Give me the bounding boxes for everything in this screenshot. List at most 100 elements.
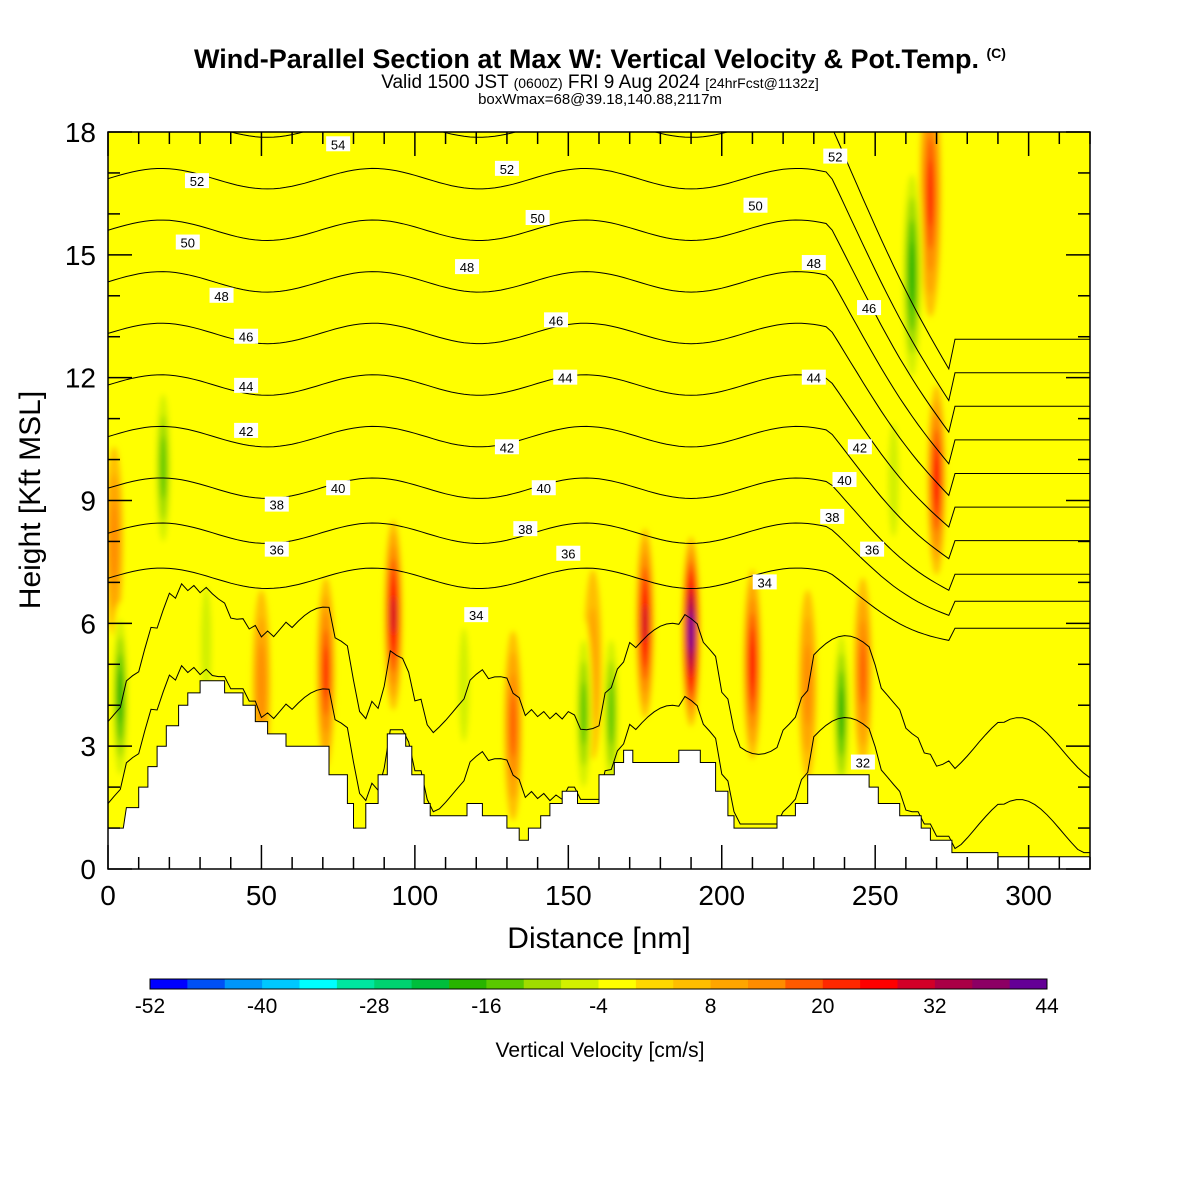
theta-label-bg: [743, 197, 768, 213]
y-tick-label: 0: [80, 854, 96, 885]
velocity-contour: [642, 604, 649, 643]
updraft-core: [504, 630, 523, 821]
theta-label: 38: [513, 521, 538, 537]
colorbar-swatch: [598, 979, 637, 989]
x-tick-label: 0: [100, 880, 116, 911]
velocity-contour: [859, 640, 866, 705]
theta-contour-line: [108, 167, 1090, 402]
theta-label-text: 44: [558, 371, 572, 386]
theta-label: 34: [464, 607, 489, 623]
colorbar-label: Vertical Velocity [cm/s]: [496, 1039, 705, 1062]
theta-label-bg: [544, 312, 569, 328]
theta-label: 52: [823, 148, 848, 165]
y-tick-label: 12: [65, 363, 96, 394]
colorbar-swatch: [523, 979, 562, 989]
theta-label: 44: [801, 369, 826, 386]
theta-label-bg: [494, 439, 519, 455]
colorbar-swatch: [449, 979, 487, 989]
theta-contour-line: [108, 271, 1090, 465]
colorbar-swatch: [673, 979, 712, 989]
theta-label-bg: [823, 148, 848, 164]
theta-label-bg: [175, 234, 200, 250]
velocity-contour: [322, 646, 329, 699]
theta-label: 46: [234, 328, 259, 345]
colorbar-swatch: [299, 979, 338, 989]
theta-label-text: 54: [331, 137, 345, 152]
theta-contours: [108, 132, 1090, 854]
theta-label-bg: [857, 300, 882, 316]
downdraft-core: [832, 618, 851, 809]
theta-contour-line: [108, 322, 1090, 497]
theta-label-text: 42: [239, 424, 253, 439]
x-tick-label: 250: [852, 880, 899, 911]
colorbar-swatch: [411, 979, 450, 989]
theta-label-bg: [832, 472, 857, 488]
valid-time-line: Valid 1500 JST (0600Z) FRI 9 Aug 2024 [2…: [0, 73, 1200, 93]
theta-contour-line: [108, 425, 1090, 560]
theta-label: 40: [832, 472, 857, 488]
valid-time-utc: (0600Z): [513, 75, 563, 91]
theta-label: 44: [553, 369, 578, 386]
downdraft-core: [111, 602, 130, 793]
colorbar-swatch: [635, 979, 674, 989]
theta-label-bg: [326, 136, 351, 152]
updraft-core: [853, 577, 872, 768]
theta-label: 50: [525, 209, 550, 226]
y-tick-label: 18: [65, 117, 96, 148]
theta-label-text: 40: [837, 473, 851, 488]
theta-label: 50: [743, 197, 768, 214]
y-axis-label: Height [Kft MSL]: [14, 391, 47, 609]
colorbar-tick-label: -4: [589, 995, 608, 1018]
theta-label: 52: [184, 173, 209, 189]
chart-title-text: Wind-Parallel Section at Max W: Vertical…: [194, 44, 979, 74]
theta-label-text: 46: [549, 313, 563, 328]
theta-label-bg: [455, 259, 480, 275]
copyright-mark: (C): [986, 45, 1006, 61]
x-tick-label: 300: [1005, 880, 1052, 911]
theta-label-text: 32: [856, 756, 870, 771]
velocity-field: [108, 132, 946, 821]
theta-label-text: 38: [825, 510, 839, 525]
colorbar-swatch: [262, 979, 300, 989]
colorbar-tick-label: 20: [811, 995, 834, 1018]
theta-label-text: 50: [181, 236, 195, 251]
updraft-core: [798, 589, 817, 780]
chart-title: Wind-Parallel Section at Max W: Vertical…: [0, 44, 1200, 75]
velocity-contour: [927, 159, 934, 228]
theta-label-bg: [752, 574, 777, 590]
theta-label: 42: [847, 439, 872, 455]
theta-contour-line: [108, 374, 1090, 528]
theta-label-bg: [801, 369, 826, 385]
theta-label-bg: [234, 328, 259, 344]
theta-label-text: 50: [530, 211, 544, 226]
downdraft-core: [574, 618, 593, 809]
theta-label-bg: [820, 508, 845, 524]
downdraft-core: [154, 372, 173, 563]
theta-label-text: 40: [537, 481, 551, 496]
theta-label-text: 52: [500, 162, 514, 177]
velocity-contour: [510, 694, 517, 758]
theta-contour-line: [108, 567, 1090, 641]
velocity-contour: [888, 423, 899, 538]
theta-label-bg: [847, 439, 872, 455]
theta-label-text: 38: [270, 498, 284, 513]
colorbar-swatch: [374, 979, 413, 989]
colorbar-swatch: [972, 979, 1011, 989]
velocity-contour: [458, 627, 470, 742]
theta-label-text: 44: [239, 379, 253, 394]
x-tick-label: 200: [698, 880, 745, 911]
colorbar-swatch: [748, 979, 786, 989]
colorbar-swatch: [860, 979, 898, 989]
velocity-contour: [580, 681, 587, 746]
x-tick-label: 150: [545, 880, 592, 911]
theta-label-bg: [801, 255, 826, 271]
downdraft-core: [602, 618, 621, 809]
colorbar-tick-label: 32: [923, 995, 946, 1018]
velocity-contour: [608, 681, 615, 746]
valid-time-jst: Valid 1500 JST: [381, 72, 509, 93]
updraft-core: [384, 520, 403, 711]
colorbar-swatch: [224, 979, 263, 989]
theta-label: 48: [209, 287, 234, 304]
theta-label: 38: [264, 496, 289, 513]
